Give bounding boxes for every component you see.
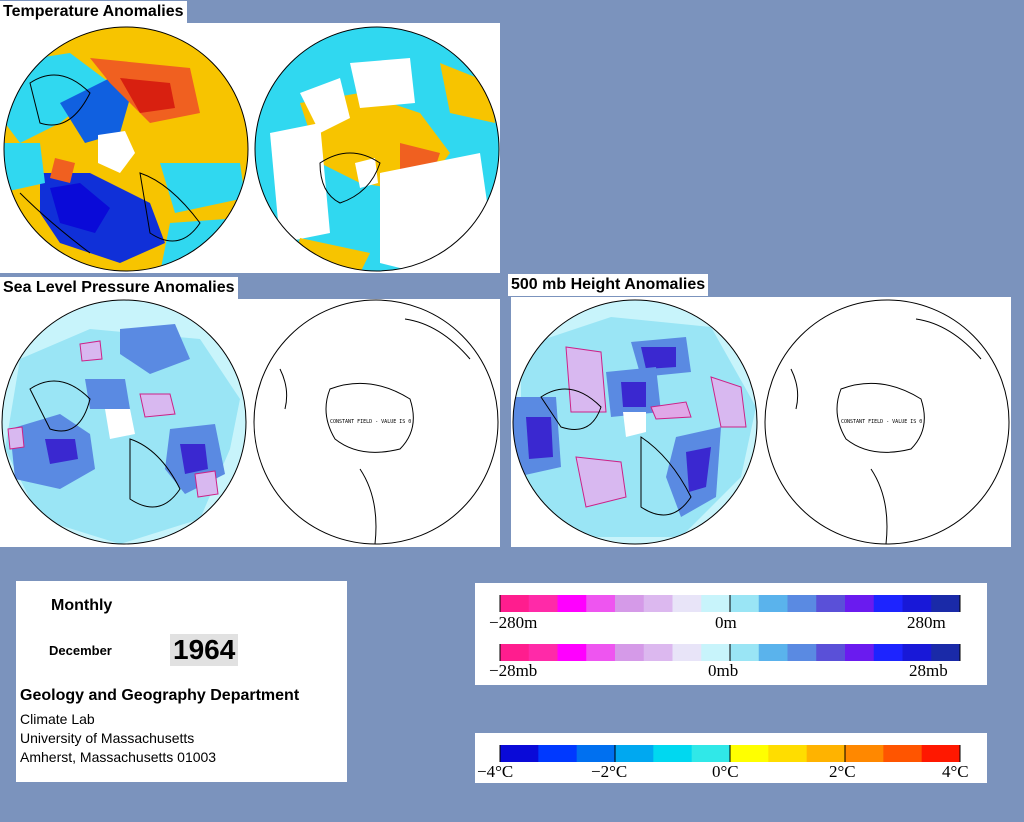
colorbar-swatch	[643, 595, 673, 612]
pressure-mid-label: 0mb	[708, 661, 739, 680]
colorbar-swatch	[701, 644, 731, 661]
temperature-maps-svg	[3, 26, 500, 272]
height-min-label: −280m	[489, 613, 538, 632]
info-panel: Monthly December 1964 Geology and Geogra…	[16, 581, 347, 782]
height-maps-panel: CONSTANT FIELD - VALUE IS 0	[511, 297, 1011, 547]
colorbar-swatch	[615, 745, 654, 762]
colorbar-swatch	[787, 595, 817, 612]
height-mid-label: 0m	[715, 613, 737, 632]
colorbar-swatch	[873, 595, 903, 612]
sea-level-pressure-anomalies-title: Sea Level Pressure Anomalies	[0, 277, 238, 299]
colorbar-swatch	[845, 644, 875, 661]
slp-constant-field-note: CONSTANT FIELD - VALUE IS 0	[330, 419, 412, 425]
colorbar-swatch	[816, 595, 846, 612]
temperature-anomalies-title: Temperature Anomalies	[0, 1, 187, 23]
height-pressure-legend: −280m 0m 280m −28mb 0mb 28mb	[475, 583, 987, 685]
colorbar-swatch	[787, 644, 817, 661]
colorbar-swatch	[500, 644, 530, 661]
colorbar-swatch	[883, 745, 923, 762]
pressure-colorbar	[499, 644, 961, 661]
colorbar-swatch	[758, 595, 788, 612]
temperature-max-label: 4°C	[942, 762, 969, 781]
colorbar-swatch	[845, 745, 884, 762]
university-label: University of Massachusetts	[20, 730, 195, 746]
slp-maps-panel: CONSTANT FIELD - VALUE IS 0	[0, 299, 500, 547]
colorbar-swatch	[921, 745, 961, 762]
colorbar-swatch	[758, 644, 788, 661]
temperature-colorbar	[499, 745, 961, 762]
colorbar-swatch	[691, 745, 731, 762]
temperature-legend-bar	[499, 745, 961, 762]
colorbar-swatch	[730, 595, 760, 612]
colorbar-swatch	[701, 595, 731, 612]
temperature-zero-label: 0°C	[712, 762, 739, 781]
temperature-legend: −4°C −2°C 0°C 2°C 4°C	[475, 733, 987, 783]
colorbar-swatch	[672, 644, 702, 661]
temperature-globe-right-map	[255, 27, 499, 271]
period-label: Monthly	[51, 597, 113, 614]
colorbar-swatch	[845, 595, 875, 612]
colorbar-swatch	[615, 644, 645, 661]
address-label: Amherst, Massachusetts 01003	[20, 749, 217, 765]
colorbar-swatch	[902, 644, 932, 661]
colorbar-swatch	[500, 745, 539, 762]
colorbar-swatch	[873, 644, 903, 661]
colorbar-swatch	[586, 595, 616, 612]
colorbar-swatch	[528, 595, 558, 612]
department-label: Geology and Geography Department	[20, 687, 300, 704]
slp-globe-anomaly-map	[2, 300, 246, 544]
temperature-maps-panel	[0, 23, 500, 273]
500mb-height-anomalies-title: 500 mb Height Anomalies	[508, 274, 709, 296]
month-label: December	[49, 643, 112, 658]
temperature-globe-anomaly-map	[4, 27, 248, 271]
colorbar-swatch	[931, 595, 961, 612]
height-max-label: 280m	[907, 613, 946, 632]
height-colorbar	[499, 595, 961, 612]
slp-maps-svg	[1, 299, 499, 545]
pressure-min-label: −28mb	[489, 661, 538, 680]
colorbar-swatch	[643, 644, 673, 661]
colorbar-swatch	[538, 745, 578, 762]
colorbar-swatch	[902, 595, 932, 612]
height-pressure-legend-bars	[499, 595, 961, 661]
colorbar-swatch	[615, 595, 645, 612]
temperature-plus2-label: 2°C	[829, 762, 856, 781]
height-globe-right-outline	[764, 299, 1010, 545]
colorbar-swatch	[500, 595, 530, 612]
colorbar-swatch	[653, 745, 693, 762]
colorbar-swatch	[730, 745, 769, 762]
colorbar-swatch	[806, 745, 846, 762]
colorbar-swatch	[586, 644, 616, 661]
lab-label: Climate Lab	[20, 711, 95, 727]
year-label: 1964	[170, 634, 239, 666]
colorbar-swatch	[672, 595, 702, 612]
colorbar-swatch	[768, 745, 808, 762]
colorbar-swatch	[557, 644, 587, 661]
height-maps-svg	[512, 299, 1010, 545]
height-constant-field-note: CONSTANT FIELD - VALUE IS 0	[841, 419, 923, 425]
colorbar-swatch	[528, 644, 558, 661]
colorbar-swatch	[931, 644, 961, 661]
pressure-max-label: 28mb	[909, 661, 948, 680]
colorbar-swatch	[730, 644, 760, 661]
temperature-min-label: −4°C	[477, 762, 514, 781]
colorbar-swatch	[557, 595, 587, 612]
temperature-minus2-label: −2°C	[591, 762, 628, 781]
height-globe-anomaly-map	[513, 300, 757, 544]
colorbar-swatch	[816, 644, 846, 661]
slp-globe-right-outline	[253, 299, 499, 545]
colorbar-swatch	[576, 745, 616, 762]
